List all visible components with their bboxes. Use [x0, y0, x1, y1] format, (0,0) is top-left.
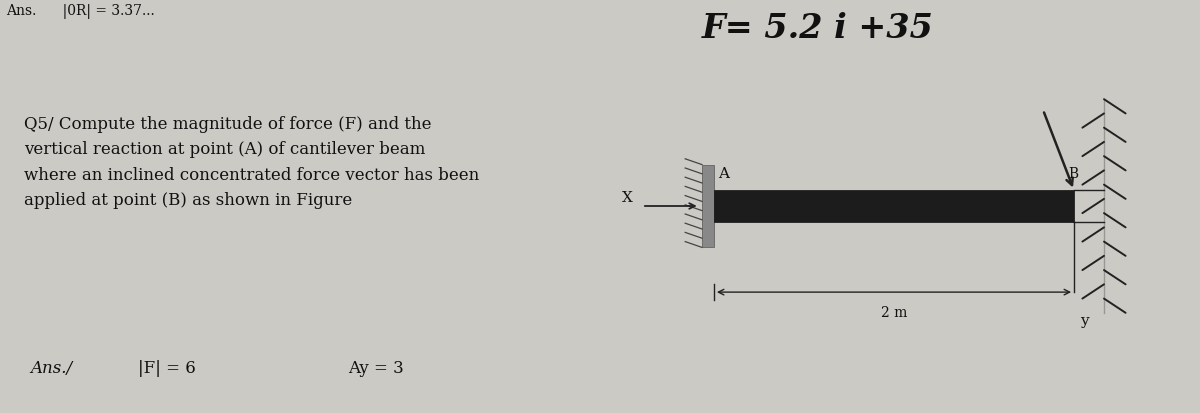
Text: y: y [1080, 313, 1088, 327]
Text: Q5/ Compute the magnitude of force (F) and the
vertical reaction at point (A) of: Q5/ Compute the magnitude of force (F) a… [24, 116, 479, 209]
Text: B: B [1068, 166, 1078, 180]
Bar [702, 165, 714, 248]
Text: 2 m: 2 m [881, 305, 907, 319]
Text: F= 5.2 i +35: F= 5.2 i +35 [702, 12, 934, 45]
Text: Ans.      |0R| = 3.37...: Ans. |0R| = 3.37... [6, 4, 155, 19]
Text: X: X [622, 190, 632, 204]
Text: A: A [718, 166, 728, 180]
Text: Ans./: Ans./ [30, 359, 72, 376]
Text: |F| = 6: |F| = 6 [138, 359, 196, 376]
Bar [714, 191, 1074, 222]
Text: Ay = 3: Ay = 3 [348, 359, 403, 376]
